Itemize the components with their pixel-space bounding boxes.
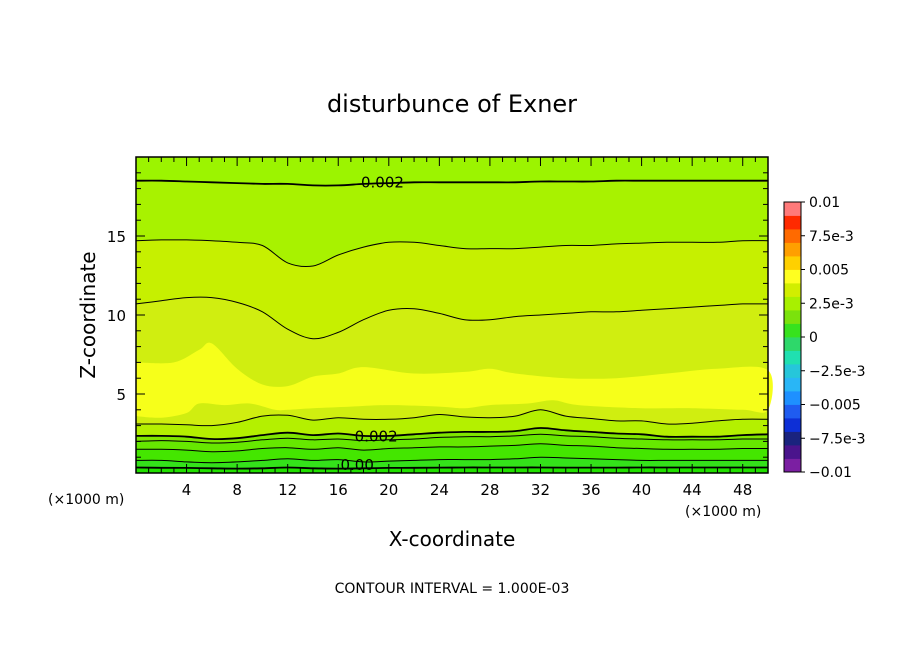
contour-line — [135, 466, 768, 470]
x-tick-label: 20 — [379, 481, 398, 499]
contour-band — [136, 239, 768, 339]
colorbar: 0.01 7.5e-3 0.005 2.5e-3 0 −2.5e-3 −0.005 −7.5e… — [783, 195, 866, 481]
contour-line — [135, 456, 768, 464]
contour-line — [135, 427, 769, 440]
contour-band — [136, 180, 768, 267]
contour-label: 0.002 — [355, 428, 398, 446]
x-unit-left: (×1000 m) — [48, 492, 124, 508]
x-tick-label: 24 — [430, 481, 449, 499]
colorbar-swatch — [784, 229, 801, 243]
y-axis-label: Z-coordinate — [76, 251, 100, 378]
x-tick-label: 4 — [182, 481, 192, 499]
contour-labels: 0.002 0.002 0.00 — [340, 173, 404, 474]
x-unit-right: (×1000 m) — [685, 504, 761, 520]
contour-band — [136, 427, 768, 444]
x-tick-label: 36 — [581, 481, 600, 499]
colorbar-swatch — [784, 256, 801, 270]
colorbar-swatch — [784, 323, 801, 338]
contour-label: 0.00 — [340, 456, 373, 474]
colorbar-label: −0.01 — [809, 465, 852, 481]
contour-label: 0.002 — [361, 173, 404, 191]
colorbar-swatch — [784, 242, 801, 257]
contour-band — [136, 457, 768, 469]
chart-title: disturbunce of Exner — [327, 90, 577, 118]
colorbar-swatch — [784, 350, 801, 365]
colorbar-swatch — [784, 310, 801, 324]
colorbar-swatch — [784, 337, 801, 351]
colorbar-label: 0.01 — [809, 195, 840, 211]
x-tick-label: 32 — [531, 481, 550, 499]
contour-lines — [135, 179, 769, 470]
contour-line — [135, 433, 769, 444]
contour-interval-note: CONTOUR INTERVAL = 1.000E-03 — [335, 581, 570, 597]
colorbar-swatch — [784, 404, 801, 419]
x-tick-label: 8 — [232, 481, 242, 499]
contour-band — [136, 157, 768, 186]
colorbar-swatch — [784, 458, 801, 473]
colorbar-label: 7.5e-3 — [809, 229, 854, 245]
contour-band — [136, 409, 768, 440]
colorbar-label: −7.5e-3 — [809, 431, 866, 447]
colorbar-label: −0.005 — [809, 398, 861, 414]
colorbar-swatch — [784, 377, 801, 392]
y-tick-label: 10 — [107, 307, 126, 325]
contour-line — [135, 296, 769, 340]
colorbar-label: −2.5e-3 — [809, 364, 866, 380]
y-tick-label: 5 — [116, 386, 126, 404]
colorbar-swatch — [784, 202, 801, 216]
x-tick-label: 40 — [632, 481, 651, 499]
colorbar-swatch — [784, 431, 801, 446]
contour-line — [135, 239, 769, 268]
x-tick-label: 48 — [733, 481, 752, 499]
x-tick-label: 16 — [329, 481, 348, 499]
x-tick-label: 28 — [480, 481, 499, 499]
contour-line — [135, 409, 769, 427]
contour-line — [135, 179, 768, 187]
colorbar-swatch — [784, 283, 801, 297]
y-tick-label: 15 — [107, 228, 126, 246]
x-axis-ticks: 4 8 12 16 20 24 28 32 36 40 44 48 — [148, 157, 756, 499]
colorbar-swatch — [784, 364, 801, 378]
colorbar-swatch — [784, 445, 801, 459]
colorbar-swatch — [784, 418, 801, 432]
contour-field — [136, 157, 773, 473]
y-axis-ticks: 5 10 15 — [107, 172, 768, 458]
colorbar-label: 0 — [809, 330, 818, 346]
x-axis-label: X-coordinate — [389, 527, 516, 551]
yellow-maximum-zone — [136, 342, 773, 418]
colorbar-label: 2.5e-3 — [809, 296, 854, 312]
x-tick-label: 44 — [683, 481, 702, 499]
contour-line — [135, 443, 769, 453]
colorbar-label: 0.005 — [809, 263, 849, 279]
colorbar-swatch — [784, 296, 801, 311]
x-tick-label: 12 — [278, 481, 297, 499]
colorbar-swatch — [784, 269, 801, 284]
colorbar-swatch — [784, 215, 801, 230]
colorbar-swatch — [784, 391, 801, 405]
